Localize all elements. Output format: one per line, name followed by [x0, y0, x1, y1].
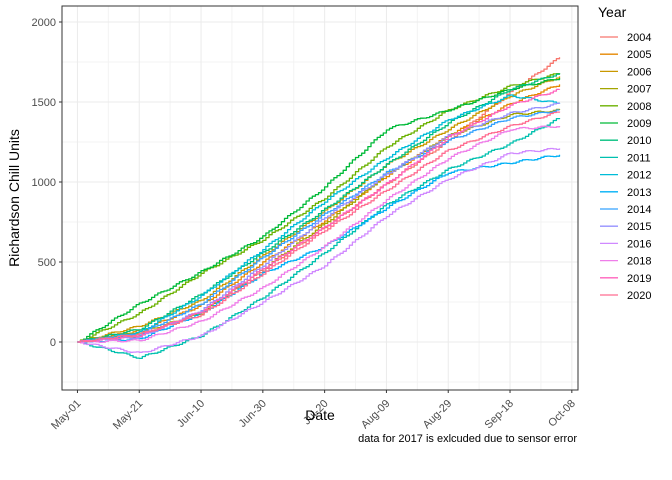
legend-label-2004: 2004 [627, 32, 651, 44]
chart-caption: data for 2017 is exlcuded due to sensor … [358, 433, 577, 445]
series-line-2009 [77, 78, 561, 343]
legend-title: Year [598, 4, 627, 20]
legend-label-2019: 2019 [627, 273, 651, 285]
x-tick-label: Aug-09 [359, 398, 393, 432]
series-line-2020 [77, 111, 561, 343]
x-tick-label: Jun-10 [175, 398, 207, 430]
y-axis: 0 500 1000 1500 2000 [32, 17, 62, 349]
series-layer [77, 57, 561, 360]
legend-label-2005: 2005 [627, 49, 651, 61]
series-line-2012 [77, 94, 561, 343]
legend-label-2008: 2008 [627, 101, 651, 113]
legend-label-2013: 2013 [627, 187, 651, 199]
legend-label-2018: 2018 [627, 256, 651, 268]
y-tick-label: 1000 [32, 177, 56, 189]
legend-label-2007: 2007 [627, 84, 651, 96]
plot-border [61, 5, 579, 391]
x-tick-label: Oct-08 [546, 398, 578, 430]
x-tick-label: Sep-18 [483, 398, 517, 432]
y-tick-label: 1500 [32, 97, 56, 109]
legend-label-2016: 2016 [627, 238, 651, 250]
series-line-2014 [77, 109, 560, 343]
y-tick-label: 500 [38, 257, 56, 269]
legend-label-2009: 2009 [627, 118, 651, 130]
series-line-2016 [77, 147, 561, 353]
legend-label-2010: 2010 [627, 135, 651, 147]
legend: Year 2004 2005 2006 2007 2008 2009 2010 2011 201… [598, 4, 651, 302]
legend-label-2015: 2015 [627, 221, 651, 233]
x-tick-label: Aug-29 [421, 398, 455, 432]
legend-label-2012: 2012 [627, 170, 651, 182]
series-line-2018 [77, 125, 561, 344]
y-axis-title: Richardson Chill Units [6, 129, 22, 267]
y-tick-label: 2000 [32, 17, 56, 29]
legend-label-2006: 2006 [627, 66, 651, 78]
x-tick-label: May-21 [111, 398, 145, 432]
x-tick-label: Jun-30 [237, 398, 269, 430]
y-tick-label: 0 [50, 337, 56, 349]
x-axis-title: Date [305, 407, 335, 423]
x-tick-label: May-01 [49, 398, 83, 432]
legend-label-2020: 2020 [627, 290, 651, 302]
legend-label-2011: 2011 [627, 152, 651, 164]
series-line-2011 [77, 117, 561, 360]
legend-label-2014: 2014 [627, 204, 651, 216]
